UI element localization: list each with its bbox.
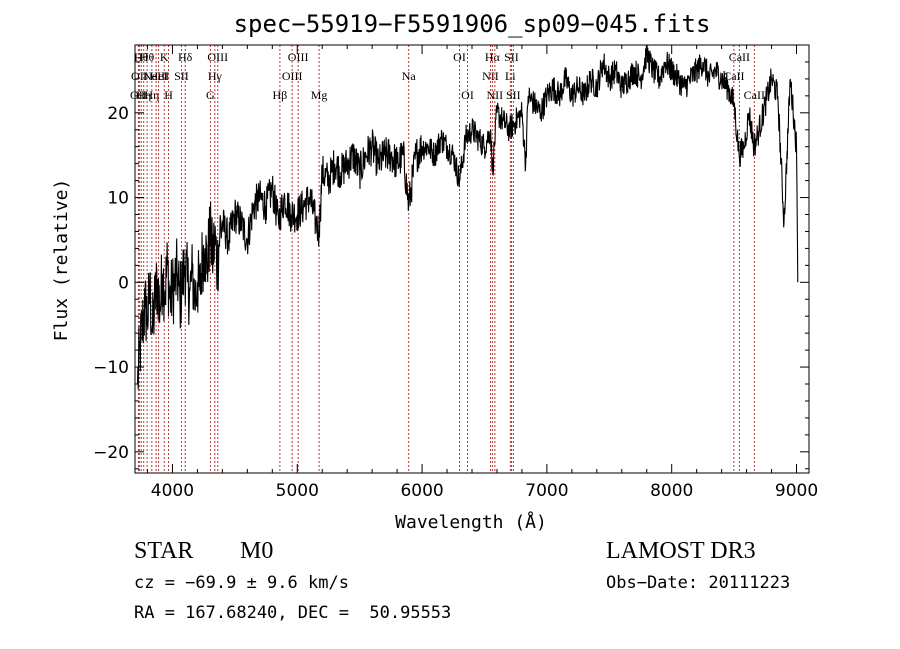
spectral-line-label: Hβ xyxy=(273,88,288,102)
spectral-line-label: G xyxy=(206,88,215,102)
spectral-line-label: Hη xyxy=(144,88,159,102)
spectral-line-label: OIII xyxy=(282,69,303,83)
spectral-line-label: OIII xyxy=(288,50,309,64)
spectral-line-label: Na xyxy=(402,69,417,83)
spectral-line-label: OIII xyxy=(207,50,228,64)
object-subclass: M0 xyxy=(240,538,274,564)
x-tick-label: 8000 xyxy=(650,481,693,501)
spectral-line-label: CaII xyxy=(729,50,750,64)
spectral-line-label: SII xyxy=(504,50,519,64)
ra-dec-coordinates: RA = 167.68240, DEC = 50.95553 xyxy=(134,603,452,623)
x-axis-label: Wavelength (Å) xyxy=(395,511,547,533)
spectral-line-label: H xyxy=(164,88,173,102)
spectral-line-label: NeIII xyxy=(143,69,169,83)
spectral-line-label: Hθ xyxy=(134,50,149,64)
x-tick-label: 4000 xyxy=(151,481,194,501)
x-tick-label: 9000 xyxy=(775,481,818,501)
y-axis-label: Flux (relative) xyxy=(51,179,72,342)
spectral-line-label: OII xyxy=(130,88,147,102)
survey-name: LAMOST DR3 xyxy=(606,538,756,564)
x-tick-label: 5000 xyxy=(276,481,319,501)
y-tick-label: 10 xyxy=(107,189,129,209)
redshift-velocity: cz = −69.9 ± 9.6 km/s xyxy=(134,573,349,593)
y-tick-label: 0 xyxy=(118,273,129,293)
plot-frame xyxy=(134,44,810,474)
object-class: STAR xyxy=(134,538,194,564)
y-tick-label: 20 xyxy=(107,104,129,124)
observation-date: Obs−Date: 20111223 xyxy=(606,573,791,593)
spectrum-line xyxy=(136,44,799,390)
spectral-line-label: Hθ xyxy=(140,50,155,64)
spectral-line-label: Hγ xyxy=(208,69,223,83)
spectral-line-label: SII xyxy=(174,69,189,83)
x-tick-label: 6000 xyxy=(400,481,443,501)
spectral-line-label: K xyxy=(160,50,169,64)
chart-title: spec−55919−F5591906_sp09−045.fits xyxy=(234,10,711,38)
spectral-line-label: OI xyxy=(453,50,466,64)
x-tick-label: 7000 xyxy=(525,481,568,501)
spectral-line-label: Li xyxy=(505,69,516,83)
spectral-line-label: SII xyxy=(506,88,521,102)
spectral-line-label: CaII xyxy=(744,88,765,102)
spectral-line-label: Hδ xyxy=(178,50,193,64)
spectral-line-label: NII xyxy=(487,88,504,102)
y-tick-label: −10 xyxy=(93,358,129,378)
spectral-line-label: HeI xyxy=(150,69,168,83)
y-tick-label: −20 xyxy=(93,443,129,463)
spectral-line-label: CaII xyxy=(723,69,744,83)
spectral-line-label: NII xyxy=(482,69,499,83)
spectral-line-label: OI xyxy=(461,88,474,102)
spectral-line-label: Mg xyxy=(311,88,328,102)
spectral-line-label: Hα xyxy=(485,50,501,64)
